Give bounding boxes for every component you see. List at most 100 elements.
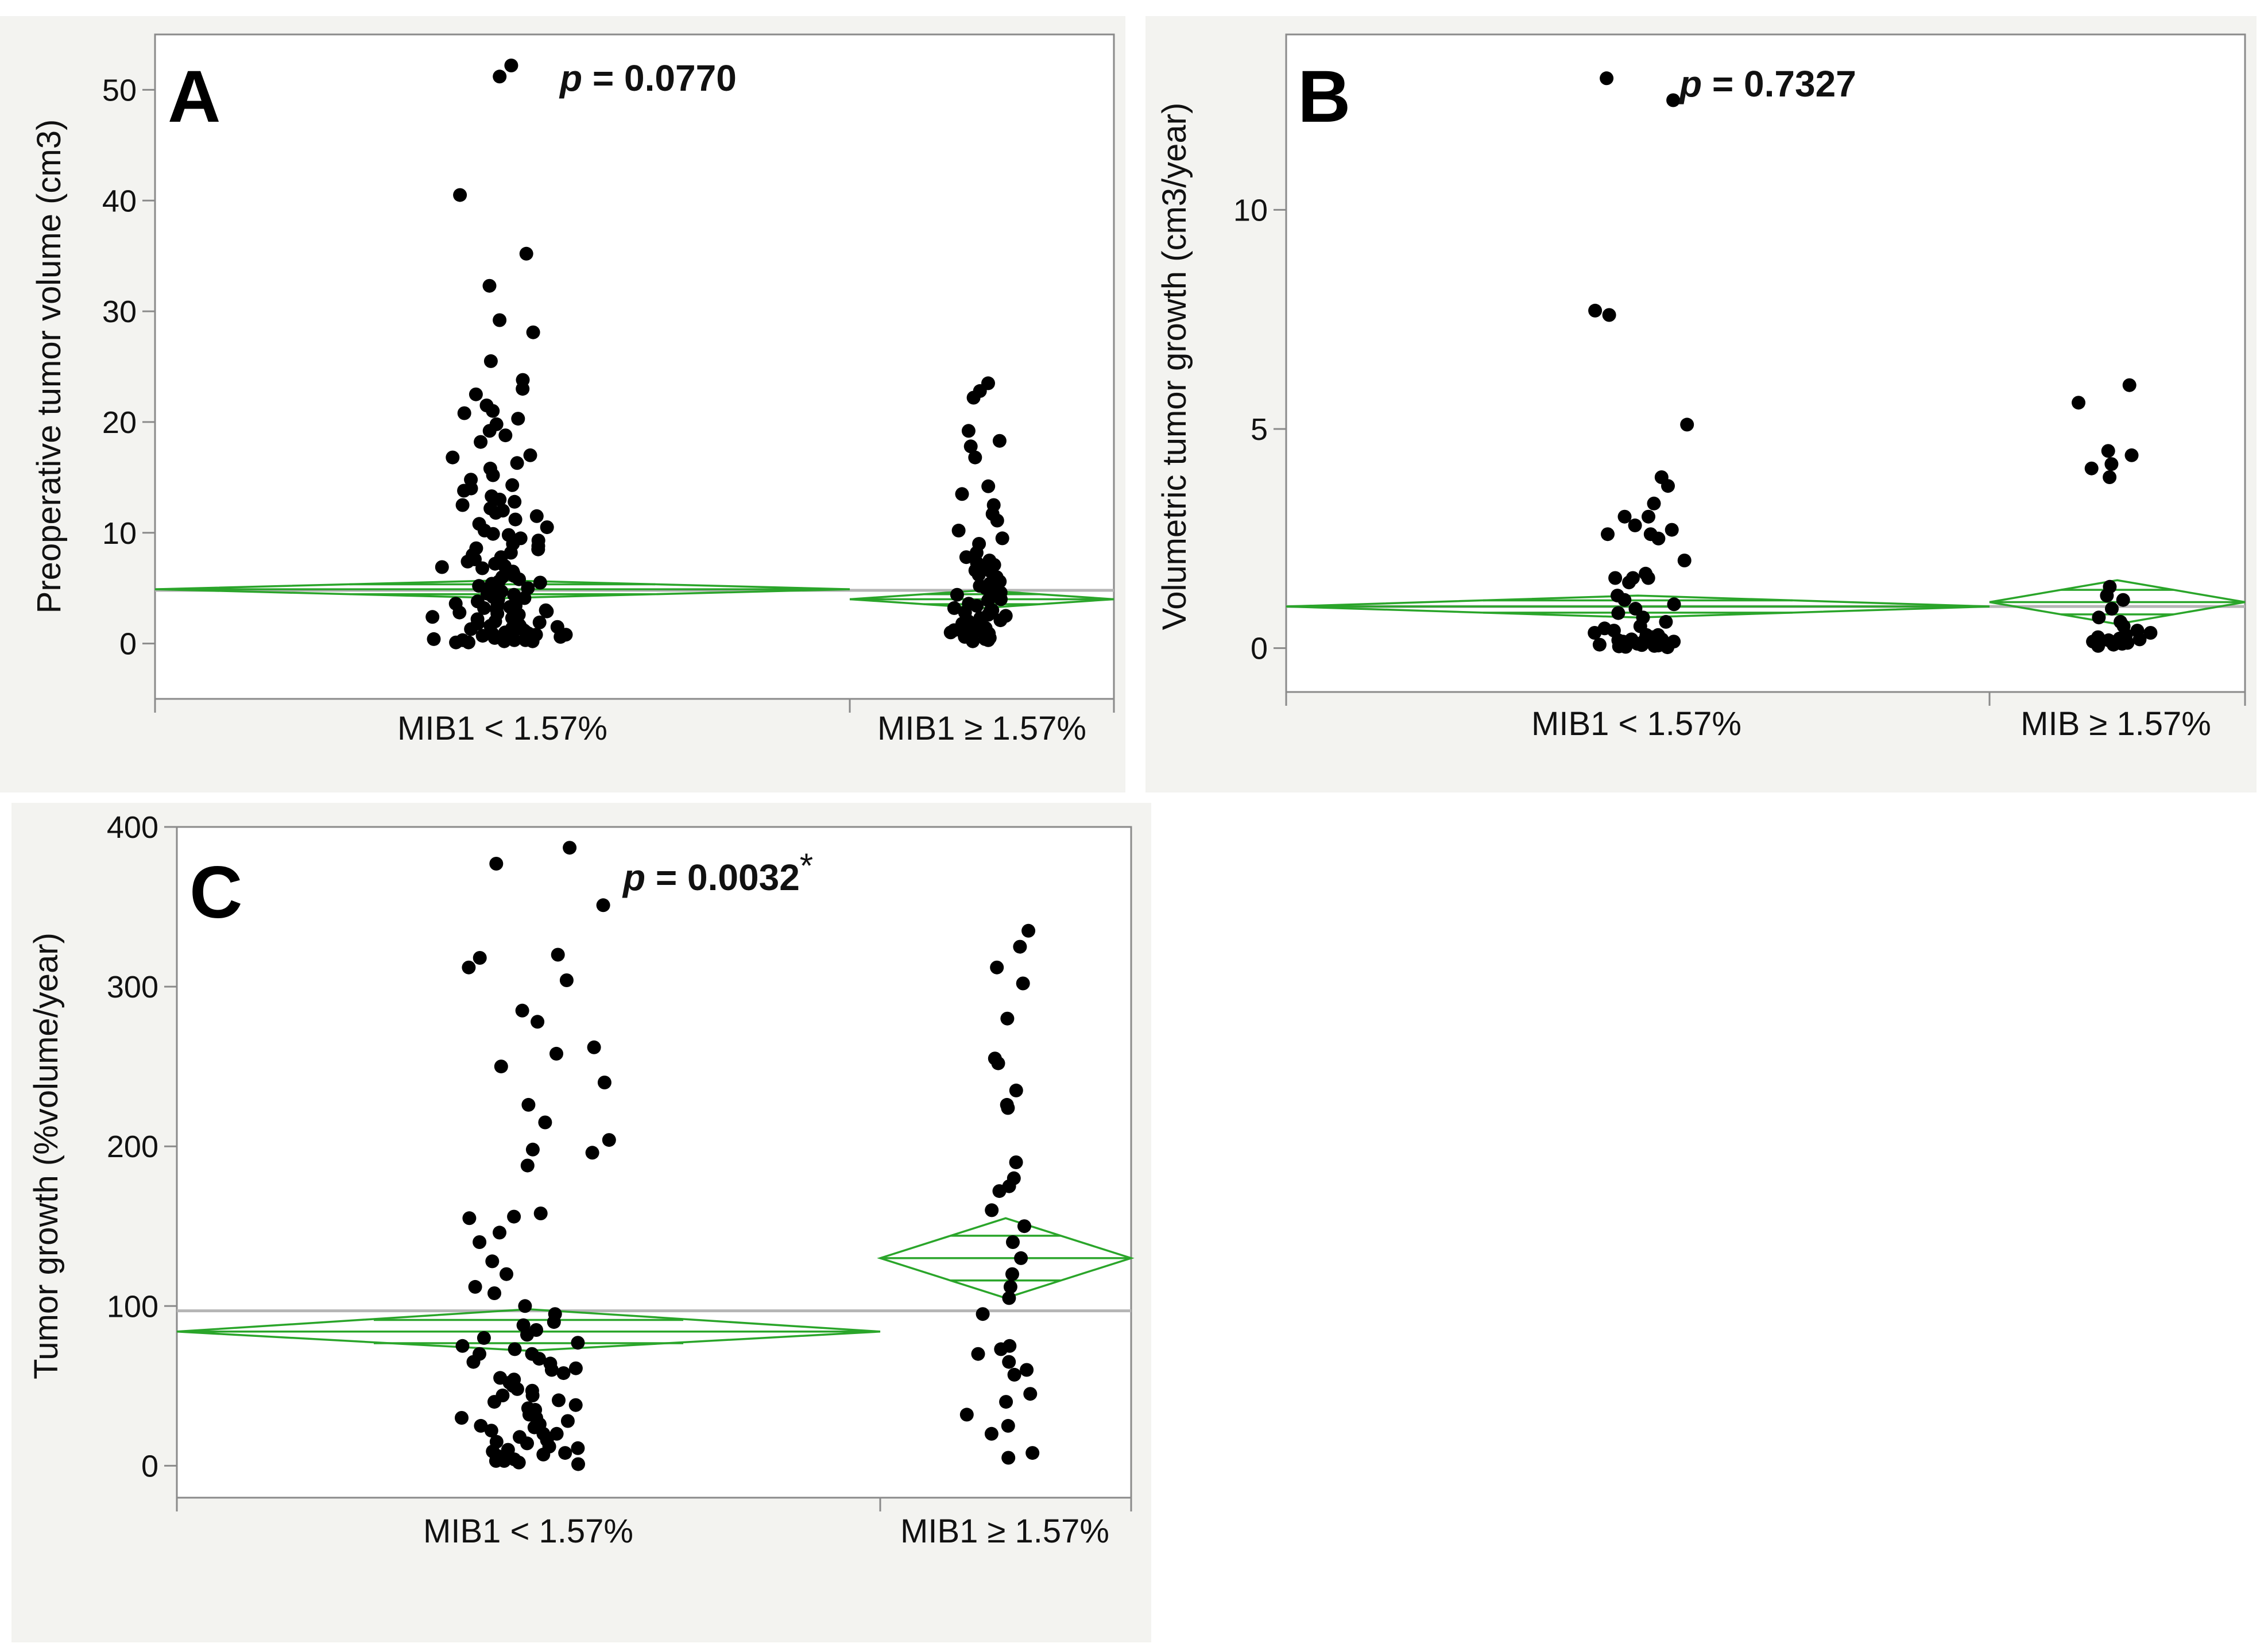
chart-c-data-point xyxy=(1017,1219,1031,1234)
chart-c-panel-letter: C xyxy=(189,852,242,934)
chart-a-data-point xyxy=(486,527,500,541)
chart-a-data-point xyxy=(943,625,958,640)
chart-c-data-point xyxy=(1020,1363,1034,1377)
chart-c-data-point xyxy=(1005,1267,1019,1281)
chart-c-data-point xyxy=(602,1133,616,1147)
chart-c-data-point xyxy=(500,1267,513,1281)
chart-c-data-point xyxy=(559,973,574,987)
chart-c-data-point xyxy=(520,1436,534,1451)
chart-a-data-point xyxy=(493,69,507,84)
chart-a-data-point xyxy=(477,601,491,615)
chart-a-data-point xyxy=(446,450,460,465)
chart-c-y-tick-label: 200 xyxy=(107,1130,158,1164)
chart-c-data-point xyxy=(455,1339,470,1353)
chart-a-data-point xyxy=(506,567,521,581)
chart-a-xlabel-high: MIB1 ≥ 1.57% xyxy=(877,710,1086,747)
chart-c-data-point xyxy=(493,1225,506,1240)
chart-a-data-point xyxy=(981,479,996,493)
chart-a-data-point xyxy=(469,387,483,401)
chart-c-data-point xyxy=(518,1299,532,1313)
chart-c-p-symbol: p xyxy=(622,857,645,898)
chart-a-data-point xyxy=(539,603,553,617)
chart-c-data-point xyxy=(992,1184,1007,1198)
chart-b-data-point xyxy=(1592,637,1607,652)
chart-c-data-point xyxy=(538,1115,552,1130)
chart-a-xlabel-low: MIB1 < 1.57% xyxy=(397,710,607,747)
chart-a-data-point xyxy=(462,635,475,649)
chart-a-data-point xyxy=(491,574,506,589)
chart-c-data-point xyxy=(585,1146,599,1160)
chart-a-data-point xyxy=(968,563,982,578)
chart-a-y-tick-label: 50 xyxy=(102,73,137,107)
chart-c-data-point xyxy=(549,1046,563,1061)
chart-b-data-point xyxy=(1647,496,1661,511)
chart-a-data-point xyxy=(498,428,513,443)
chart-c-data-point xyxy=(1002,1291,1016,1305)
panel-c: 0 100 200 300 400 C p = 0.0032* MIB1 < 1.57%… xyxy=(11,803,1151,1642)
chart-c-data-point xyxy=(487,1395,501,1409)
chart-c-points xyxy=(455,841,1040,1471)
chart-c-p-equals: = xyxy=(645,857,687,898)
chart-b-plot-frame xyxy=(1285,33,2246,693)
chart-a-p-symbol: p xyxy=(559,57,582,99)
chart-a-y-tick-label: 20 xyxy=(102,405,137,440)
chart-b-data-point xyxy=(1635,638,1649,652)
chart-a-data-point xyxy=(959,550,973,564)
chart-c-y-tick-label: 100 xyxy=(107,1289,158,1324)
chart-a-p-equals: = xyxy=(582,57,624,99)
chart-b-data-point xyxy=(1666,93,1681,107)
chart-a-points xyxy=(425,59,1013,649)
chart-b-data-point xyxy=(1651,531,1666,546)
chart-b-data-point xyxy=(1611,606,1625,620)
chart-a-data-point xyxy=(970,599,984,613)
chart-c-data-point xyxy=(1002,1355,1016,1369)
chart-c-data-point xyxy=(462,1211,477,1225)
chart-c-data-point xyxy=(462,960,476,975)
chart-a-data-point xyxy=(995,531,1009,546)
chart-b-data-point xyxy=(2105,602,2119,616)
chart-a-data-point xyxy=(457,406,471,420)
chart-c-data-point xyxy=(985,1203,999,1217)
chart-a-data-point xyxy=(961,614,976,628)
chart-a-data-point xyxy=(958,630,972,644)
chart-c-data-point xyxy=(549,1426,564,1441)
chart-a-data-point xyxy=(510,456,524,470)
chart-c-data-point xyxy=(1007,1367,1021,1382)
chart-c-data-point xyxy=(1003,1279,1017,1294)
chart-b-data-point xyxy=(1600,71,1614,86)
chart-b-data-point xyxy=(2084,461,2099,475)
chart-b-data-point xyxy=(1667,635,1681,649)
chart-c-data-point xyxy=(990,960,1004,975)
chart-c-data-point xyxy=(494,1060,508,1074)
chart-a-data-point xyxy=(475,561,489,575)
chart-b-panel-letter: B xyxy=(1298,56,1350,138)
chart-c-p-star: * xyxy=(800,846,813,885)
chart-b-data-point xyxy=(1661,479,1675,493)
chart-c-data-point xyxy=(984,1426,998,1441)
chart-a-data-point xyxy=(435,560,449,574)
chart-c-data-point xyxy=(568,1398,583,1412)
chart-b-data-point xyxy=(2132,632,2147,647)
chart-a-data-point xyxy=(455,498,470,512)
chart-c-data-point xyxy=(597,1076,611,1089)
chart-b-data-point xyxy=(2091,639,2106,653)
chart-a-data-point xyxy=(509,620,523,634)
chart-a-y-tick-label: 0 xyxy=(119,627,137,662)
chart-b-y-axis-label: Volumetric tumor growth (cm3/year) xyxy=(1156,103,1193,631)
chart-a-data-point xyxy=(517,591,532,605)
chart-c-data-point xyxy=(571,1336,585,1350)
chart-c-xlabel-high: MIB1 ≥ 1.57% xyxy=(900,1513,1109,1550)
chart-a-data-point xyxy=(448,597,463,611)
chart-b-data-point xyxy=(1677,554,1692,567)
chart-b-data-point xyxy=(1659,614,1673,629)
chart-c-data-point xyxy=(1013,939,1027,954)
chart-c-data-point xyxy=(1025,1446,1040,1460)
chart-a-data-point xyxy=(559,628,573,642)
chart-b-y-tick-label: 5 xyxy=(1251,412,1268,447)
chart-b-data-point xyxy=(2104,457,2119,471)
chart-c-data-point xyxy=(515,1003,529,1018)
chart-a-data-point xyxy=(464,622,478,636)
chart-c-data-point xyxy=(563,841,577,855)
chart-c-data-point xyxy=(571,1441,585,1455)
chart-b-data-point xyxy=(2112,631,2127,645)
